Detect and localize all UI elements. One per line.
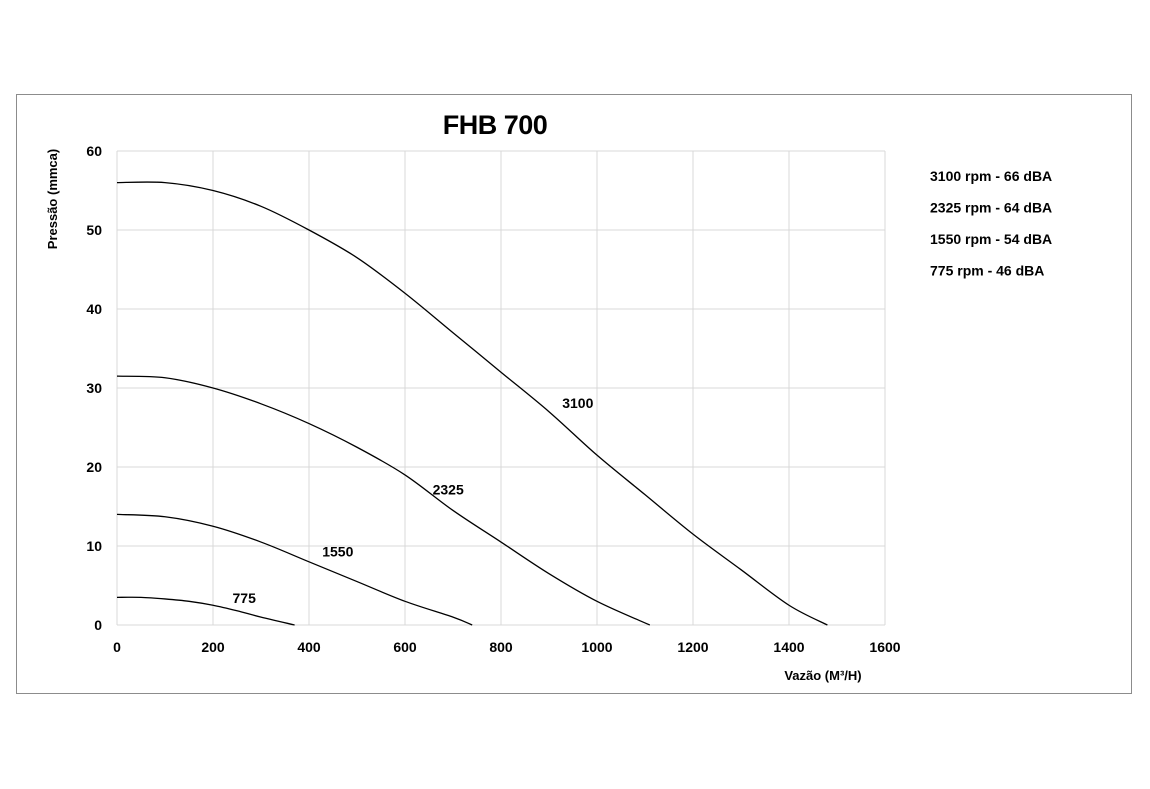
chart-title: FHB 700 [443, 110, 548, 140]
legend-entry: 2325 rpm - 64 dBA [930, 200, 1052, 216]
curve-2325 [116, 375, 651, 626]
x-tick-label: 600 [393, 639, 417, 655]
x-tick-label: 800 [489, 639, 513, 655]
x-tick-label: 1200 [677, 639, 708, 655]
x-tick-label: 1400 [773, 639, 804, 655]
x-tick-label: 1600 [869, 639, 900, 655]
curve-label-775: 775 [233, 590, 257, 606]
curve-1550 [116, 513, 473, 626]
tick-labels: 0 200 400 600 800 1000 1200 1400 1600 0 10 20 30 40 50… [86, 143, 900, 655]
curve-label-3100: 3100 [562, 395, 593, 411]
legend-entry: 1550 rpm - 54 dBA [930, 231, 1052, 247]
curve-3100 [116, 181, 828, 626]
y-tick-label: 10 [86, 538, 102, 554]
y-tick-label: 0 [94, 617, 102, 633]
legend: 3100 rpm - 66 dBA 2325 rpm - 64 dBA 1550 r… [930, 168, 1052, 279]
y-tick-label: 30 [86, 380, 102, 396]
x-tick-label: 200 [201, 639, 225, 655]
curve-label-2325: 2325 [433, 482, 464, 498]
y-tick-label: 20 [86, 459, 102, 475]
y-tick-label: 40 [86, 301, 102, 317]
x-axis-label: Vazão (M³/H) [784, 668, 861, 683]
x-tick-label: 0 [113, 639, 121, 655]
curve-labels: 3100 2325 1550 775 [233, 395, 594, 606]
chart-frame [16, 94, 1132, 694]
legend-entry: 775 rpm - 46 dBA [930, 263, 1044, 279]
y-tick-label: 50 [86, 222, 102, 238]
curve-775 [116, 596, 295, 626]
legend-entry: 3100 rpm - 66 dBA [930, 168, 1052, 184]
x-tick-label: 1000 [581, 639, 612, 655]
y-tick-label: 60 [86, 143, 102, 159]
y-axis-label: Pressão (mmca) [45, 149, 60, 249]
x-tick-label: 400 [297, 639, 321, 655]
grid-lines [116, 150, 886, 626]
curves [116, 181, 828, 626]
curve-label-1550: 1550 [322, 543, 353, 559]
